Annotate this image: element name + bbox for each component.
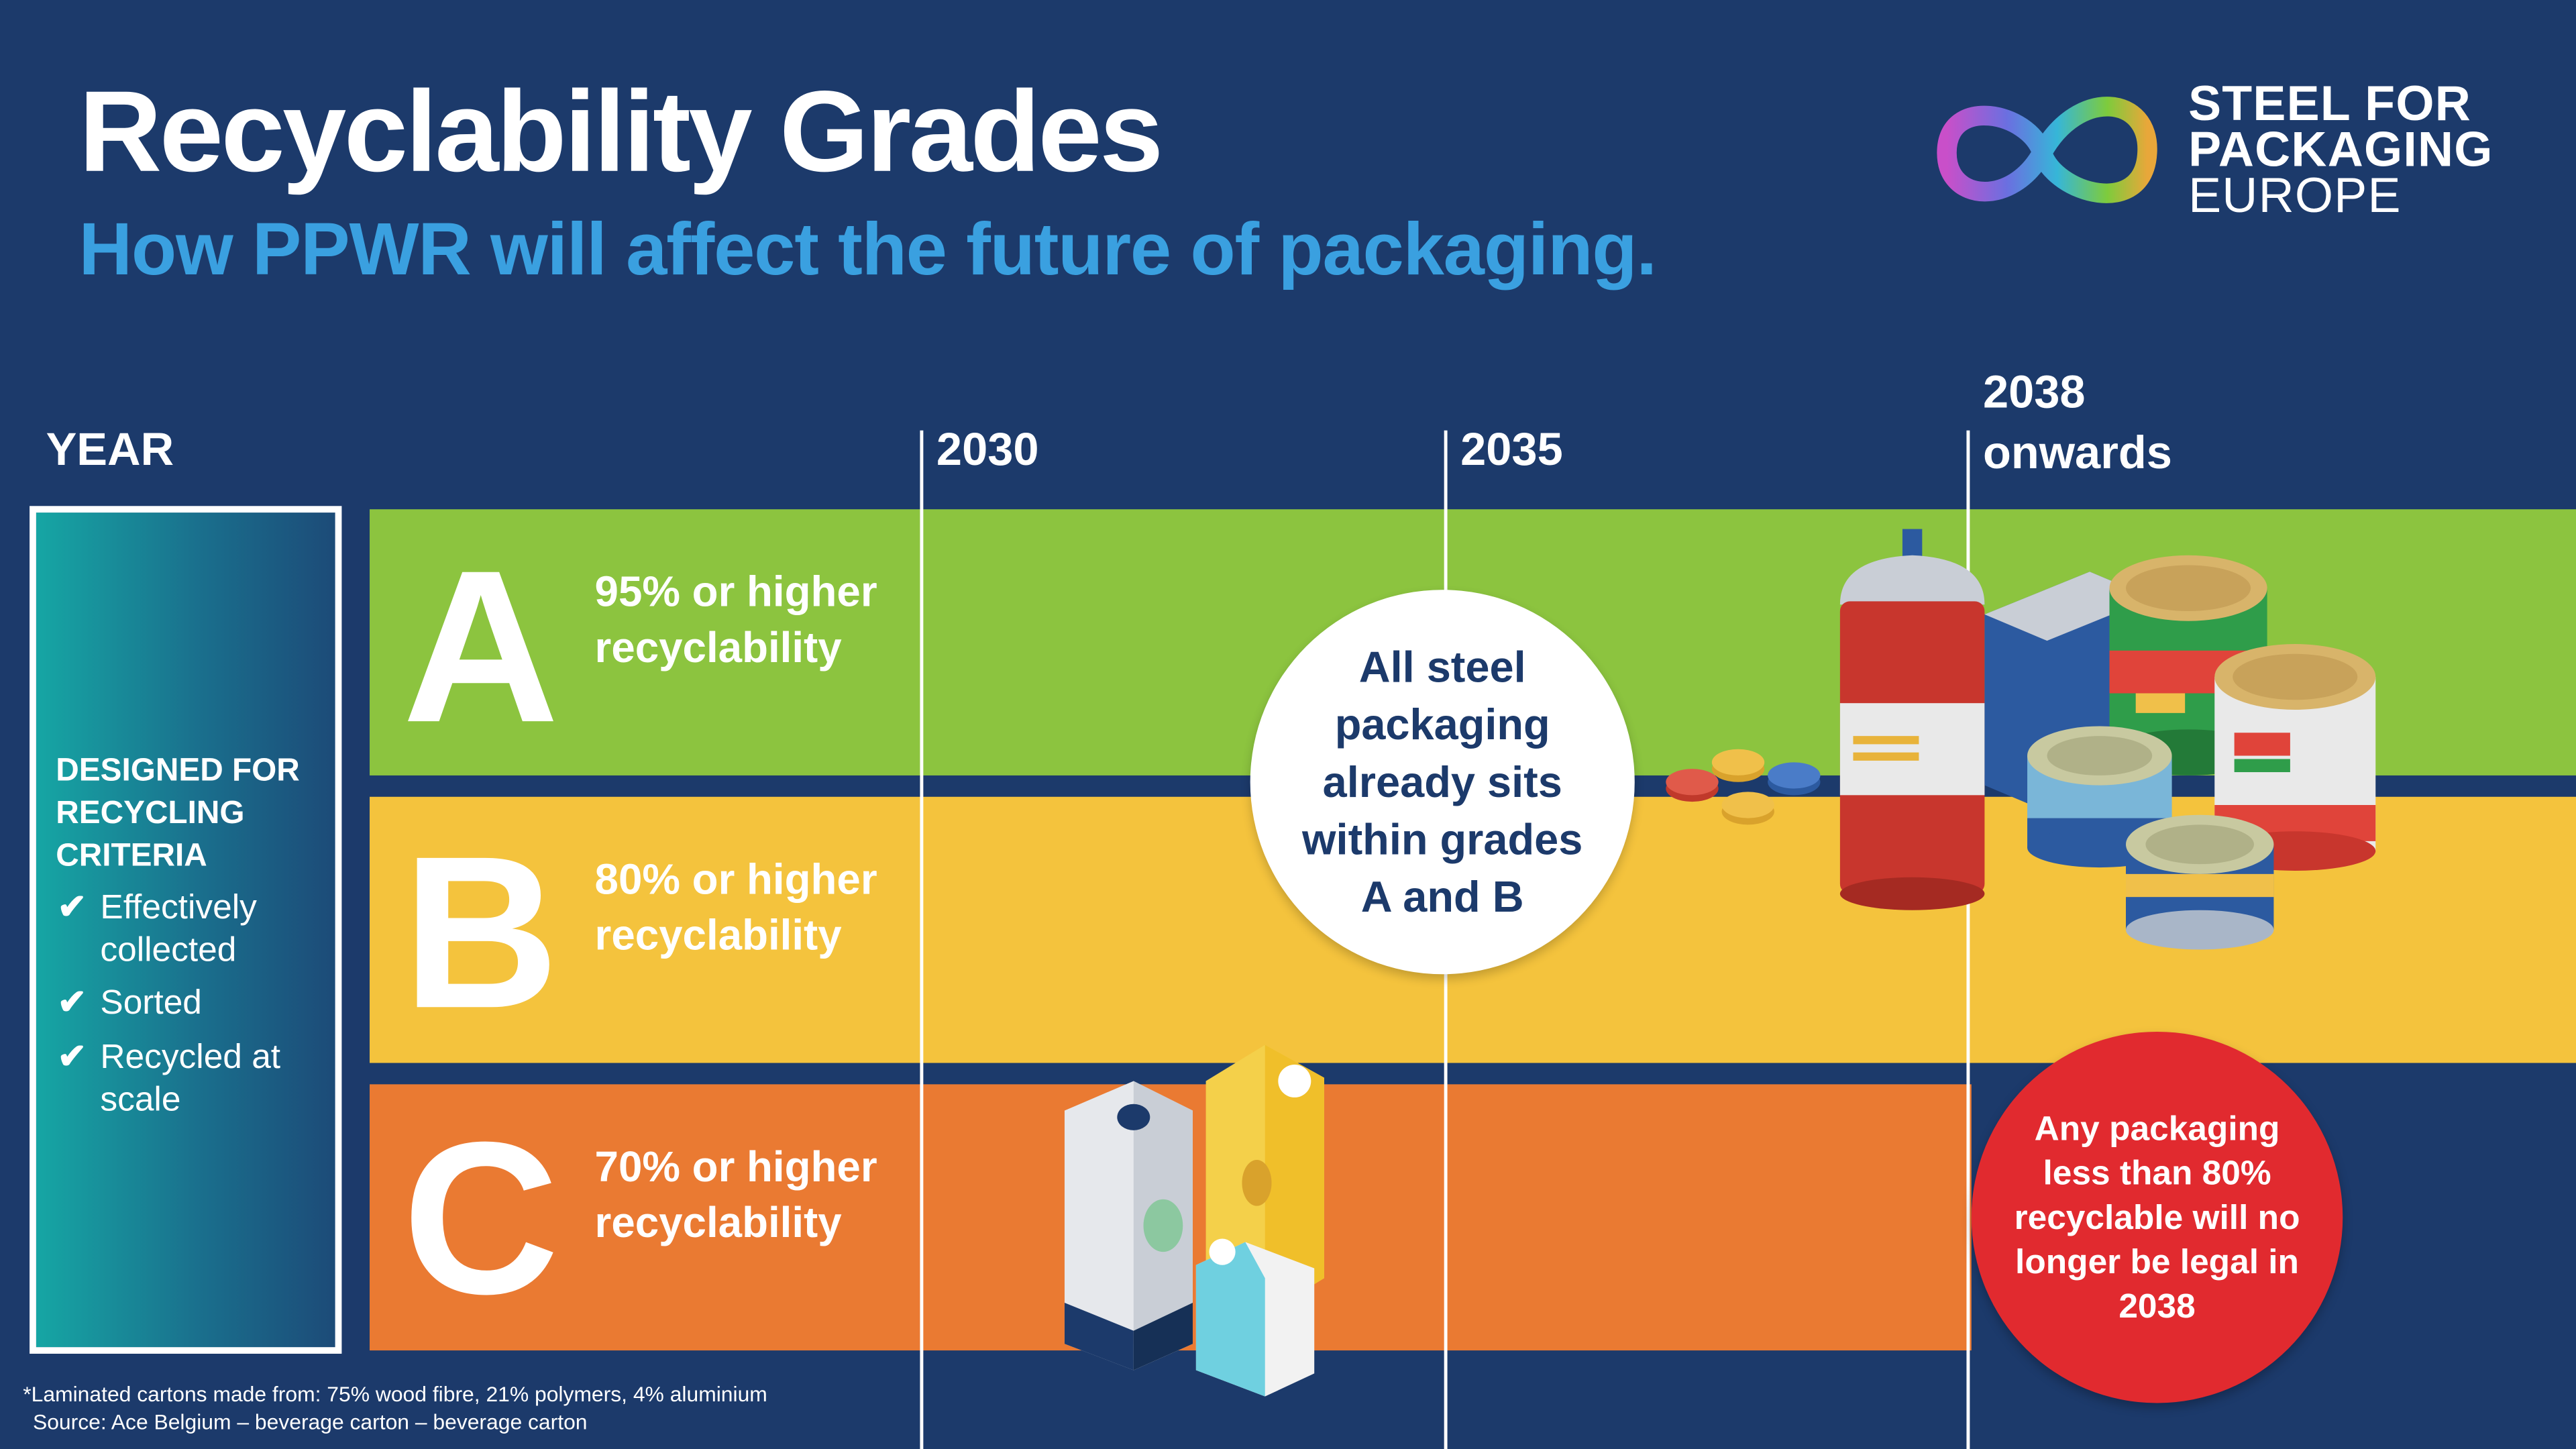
page-subtitle: How PPWR will affect the future of packa… <box>78 207 1657 291</box>
timeline-line-2038 <box>1966 430 1970 1449</box>
footnote-line-1: *Laminated cartons made from: 75% wood f… <box>23 1381 767 1407</box>
grade-b-text: 80% or higher recyclability <box>594 854 877 960</box>
criteria-item-label: Recycled at scale <box>100 1038 281 1119</box>
legal-callout-text: Any packaging less than 80% recyclable w… <box>2014 1110 2300 1326</box>
grade-c-arrow-tip <box>1889 1084 1966 1351</box>
criteria-item-label: Sorted <box>100 983 202 1022</box>
criteria-panel <box>30 506 342 1354</box>
logo-line-1: STEEL FOR <box>2188 77 2472 131</box>
criteria-title: DESIGNED FOR RECYCLING CRITERIA <box>56 752 300 874</box>
carton-illustration <box>1064 1044 1324 1397</box>
footnote-line-2: Source: Ace Belgium – beverage carton – … <box>32 1409 588 1434</box>
year-2035: 2035 <box>1460 423 1563 475</box>
criteria-item-collected: ✔ Effectively collected <box>58 887 363 972</box>
grade-a-letter: A <box>402 525 559 767</box>
checkmark-icon: ✔ <box>57 888 87 927</box>
criteria-item-label: Effectively collected <box>100 888 257 969</box>
criteria-item-sorted: ✔ Sorted <box>58 983 363 1026</box>
checkmark-icon: ✔ <box>57 983 87 1022</box>
steel-cans-illustration <box>1666 529 2376 950</box>
checkmark-icon: ✔ <box>57 1038 87 1077</box>
year-2030: 2030 <box>936 423 1039 475</box>
steel-callout-text: All steel packaging already sits within … <box>1302 641 1583 921</box>
timeline-line-2030 <box>920 430 924 1449</box>
footnote: *Laminated cartons made from: 75% wood f… <box>23 1380 767 1436</box>
grade-c-text: 70% or higher recyclability <box>594 1142 877 1247</box>
tuna-can-icon <box>2126 814 2274 950</box>
steel-callout: All steel packaging already sits within … <box>1250 590 1635 975</box>
year-2038-onwards: 2038 onwards <box>1983 362 2172 483</box>
grey-carton-icon <box>1064 1081 1193 1371</box>
milk-carton-icon <box>1195 1238 1315 1397</box>
year-2038-line-1: 2038 <box>1982 366 2086 418</box>
year-2038-line-2: onwards <box>1982 427 2172 478</box>
aerosol-can-icon <box>1839 529 1985 910</box>
year-label: YEAR <box>46 423 174 475</box>
legal-deadline-callout: Any packaging less than 80% recyclable w… <box>1971 1031 2343 1403</box>
criteria-item-recycled: ✔ Recycled at scale <box>58 1036 363 1122</box>
logo-wordmark: STEEL FOR PACKAGING EUROPE <box>2188 77 2493 224</box>
grade-c-letter: C <box>402 1097 559 1339</box>
logo-line-2: PACKAGING <box>2188 123 2493 178</box>
logo-line-3: EUROPE <box>2188 169 2402 224</box>
grade-b-letter: B <box>402 811 559 1053</box>
infinity-loop-icon <box>1937 97 2157 203</box>
page-title: Recyclability Grades <box>78 67 1164 196</box>
grade-a-text: 95% or higher recyclability <box>594 566 877 672</box>
bottle-caps-icon <box>1666 749 1821 825</box>
